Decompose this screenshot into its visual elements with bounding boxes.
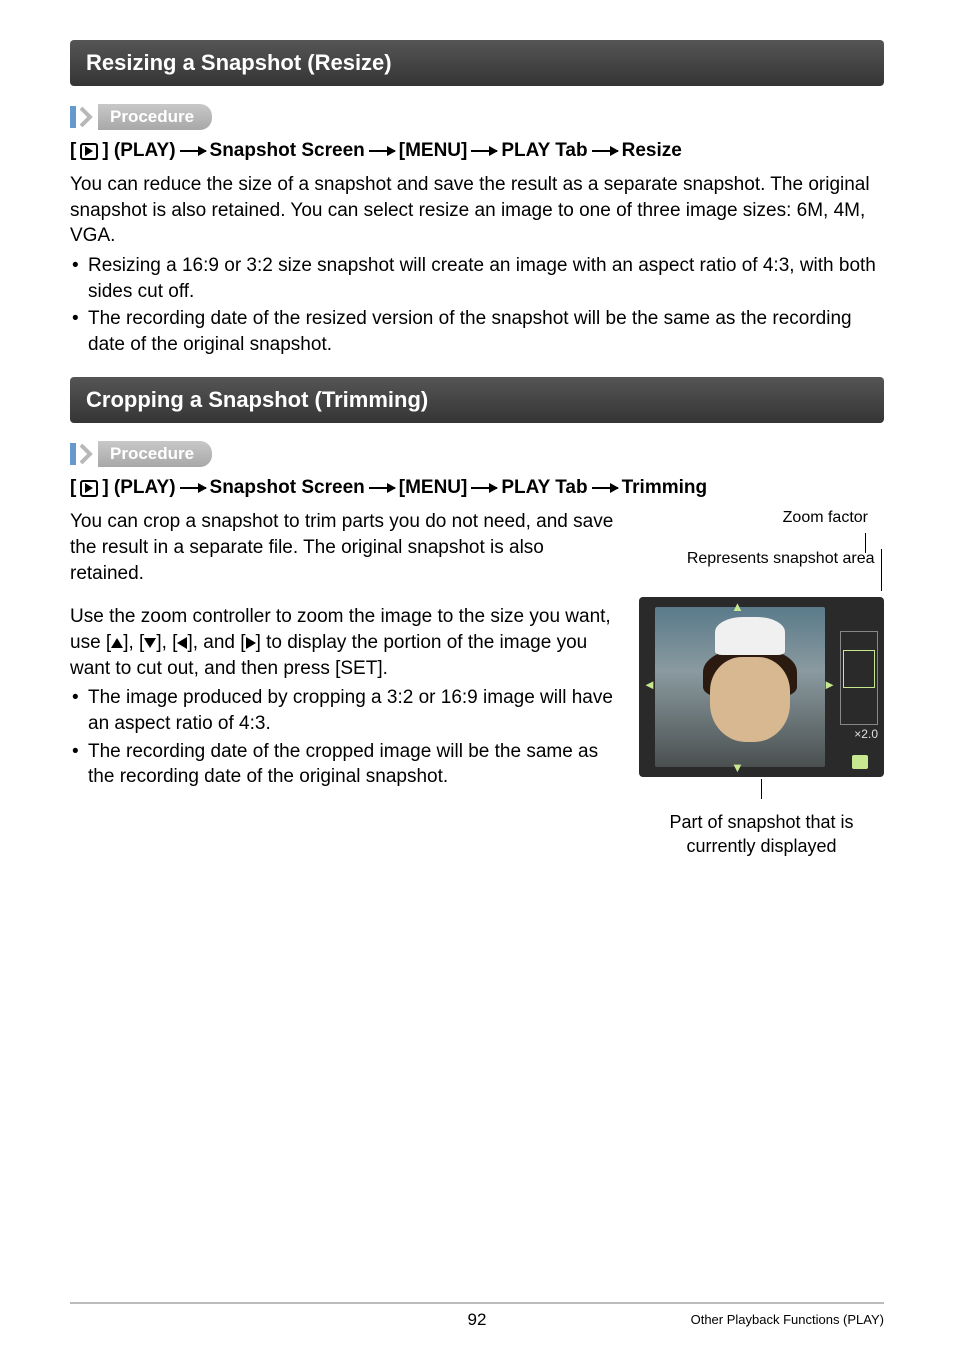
play-label: ] (PLAY) bbox=[102, 477, 175, 499]
annotation-tick bbox=[881, 549, 883, 591]
body2-mid: ], and [ bbox=[187, 632, 245, 653]
down-arrow-icon bbox=[144, 638, 156, 648]
step-play-tab: PLAY Tab bbox=[501, 477, 587, 499]
trimming-bullets: The image produced by cropping a 3:2 or … bbox=[70, 685, 619, 790]
snapshot-preview: ◄ ► ▲ ▼ ×2.0 bbox=[639, 597, 884, 777]
section-header-resize: Resizing a Snapshot (Resize) bbox=[70, 40, 884, 86]
footer-section-label: Other Playback Functions (PLAY) bbox=[691, 1312, 884, 1327]
procedure-row-2: Procedure bbox=[70, 441, 884, 467]
step-trimming: Trimming bbox=[622, 477, 708, 499]
annotation-zoom-factor: Zoom factor bbox=[639, 509, 884, 527]
bullet-item: The image produced by cropping a 3:2 or … bbox=[70, 685, 619, 736]
right-arrow-icon bbox=[246, 637, 256, 649]
chevron-icon bbox=[80, 106, 94, 128]
preview-zoom-value: ×2.0 bbox=[854, 727, 878, 741]
left-arrow-icon bbox=[177, 637, 187, 649]
bullet-item: The recording date of the cropped image … bbox=[70, 739, 619, 790]
represents-label: Represents snapshot area bbox=[687, 549, 875, 568]
page-footer: 92 Other Playback Functions (PLAY) bbox=[70, 1302, 884, 1327]
preview-nav-up-icon: ▲ bbox=[731, 599, 744, 614]
play-icon bbox=[80, 480, 98, 497]
preview-nav-left-icon: ◄ bbox=[643, 677, 656, 692]
arrow-icon bbox=[369, 487, 395, 489]
preview-nav-down-icon: ▼ bbox=[731, 760, 744, 775]
bullet-item: Resizing a 16:9 or 3:2 size snapshot wil… bbox=[70, 253, 884, 304]
arrow-icon bbox=[180, 150, 206, 152]
step-snapshot-screen: Snapshot Screen bbox=[210, 140, 365, 162]
breadcrumb-trimming: [ ] (PLAY) Snapshot Screen [MENU] PLAY T… bbox=[70, 477, 884, 499]
preview-face bbox=[710, 657, 790, 742]
page-number: 92 bbox=[468, 1310, 487, 1330]
annotation-represents: Represents snapshot area bbox=[639, 549, 884, 591]
step-menu: [MENU] bbox=[399, 477, 468, 499]
preview-minimap bbox=[840, 631, 878, 725]
bracket-open: [ bbox=[70, 140, 76, 162]
up-arrow-icon bbox=[111, 638, 123, 648]
chevron-icon bbox=[80, 443, 94, 465]
procedure-accent-bar bbox=[70, 106, 76, 128]
step-resize: Resize bbox=[622, 140, 682, 162]
preview-hat bbox=[715, 617, 785, 655]
play-icon bbox=[80, 143, 98, 160]
arrow-icon bbox=[369, 150, 395, 152]
play-label: ] (PLAY) bbox=[102, 140, 175, 162]
section-header-trimming: Cropping a Snapshot (Trimming) bbox=[70, 377, 884, 423]
body2-mid: ], [ bbox=[123, 632, 144, 653]
trimming-preview-col: Zoom factor Represents snapshot area ◄ ►… bbox=[639, 509, 884, 858]
trimming-columns: You can crop a snapshot to trim parts yo… bbox=[70, 509, 884, 858]
trimming-body-1: You can crop a snapshot to trim parts yo… bbox=[70, 509, 619, 586]
arrow-icon bbox=[180, 487, 206, 489]
arrow-icon bbox=[471, 150, 497, 152]
preview-indicator-icon bbox=[852, 755, 868, 769]
arrow-icon bbox=[471, 487, 497, 489]
step-menu: [MENU] bbox=[399, 140, 468, 162]
resize-bullets: Resizing a 16:9 or 3:2 size snapshot wil… bbox=[70, 253, 884, 358]
zoom-factor-label: Zoom factor bbox=[783, 509, 868, 527]
body2-mid: ], [ bbox=[156, 632, 177, 653]
procedure-label: Procedure bbox=[98, 441, 212, 467]
preview-nav-right-icon: ► bbox=[823, 677, 836, 692]
arrow-icon bbox=[592, 487, 618, 489]
annotation-tick bbox=[761, 779, 763, 799]
procedure-label: Procedure bbox=[98, 104, 212, 130]
preview-minimap-highlight bbox=[843, 650, 875, 688]
annotation-displayed: Part of snapshot that is currently displ… bbox=[639, 811, 884, 858]
step-play-tab: PLAY Tab bbox=[501, 140, 587, 162]
trimming-body-2: Use the zoom controller to zoom the imag… bbox=[70, 604, 619, 681]
preview-main-image bbox=[655, 607, 825, 767]
trimming-text-col: You can crop a snapshot to trim parts yo… bbox=[70, 509, 619, 858]
bullet-item: The recording date of the resized versio… bbox=[70, 306, 884, 357]
procedure-row-1: Procedure bbox=[70, 104, 884, 130]
bracket-open: [ bbox=[70, 477, 76, 499]
procedure-accent-bar bbox=[70, 443, 76, 465]
arrow-icon bbox=[592, 150, 618, 152]
breadcrumb-resize: [ ] (PLAY) Snapshot Screen [MENU] PLAY T… bbox=[70, 140, 884, 162]
step-snapshot-screen: Snapshot Screen bbox=[210, 477, 365, 499]
resize-body: You can reduce the size of a snapshot an… bbox=[70, 172, 884, 249]
